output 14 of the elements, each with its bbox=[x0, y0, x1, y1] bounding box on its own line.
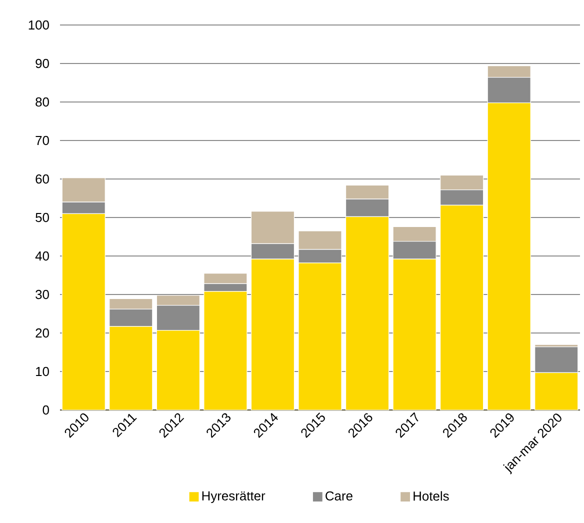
y-tick-label: 0 bbox=[42, 405, 49, 415]
y-tick-label: 50 bbox=[36, 212, 49, 222]
legend-label: Hyresrätter bbox=[202, 491, 266, 504]
legend-label: Care bbox=[326, 491, 352, 501]
y-tick-label: 80 bbox=[36, 97, 49, 107]
y-tick-label: 10 bbox=[36, 366, 49, 376]
y-tick-label: 30 bbox=[36, 290, 49, 300]
y-tick-label: 60 bbox=[36, 174, 49, 184]
y-tick-label: 70 bbox=[36, 136, 49, 146]
y-tick-label: 40 bbox=[35, 251, 49, 261]
y-tick-label: 20 bbox=[36, 328, 49, 338]
legend-label: Hotels bbox=[414, 491, 449, 501]
y-tick-label: 100 bbox=[28, 20, 49, 30]
y-tick-label: 90 bbox=[36, 58, 49, 68]
